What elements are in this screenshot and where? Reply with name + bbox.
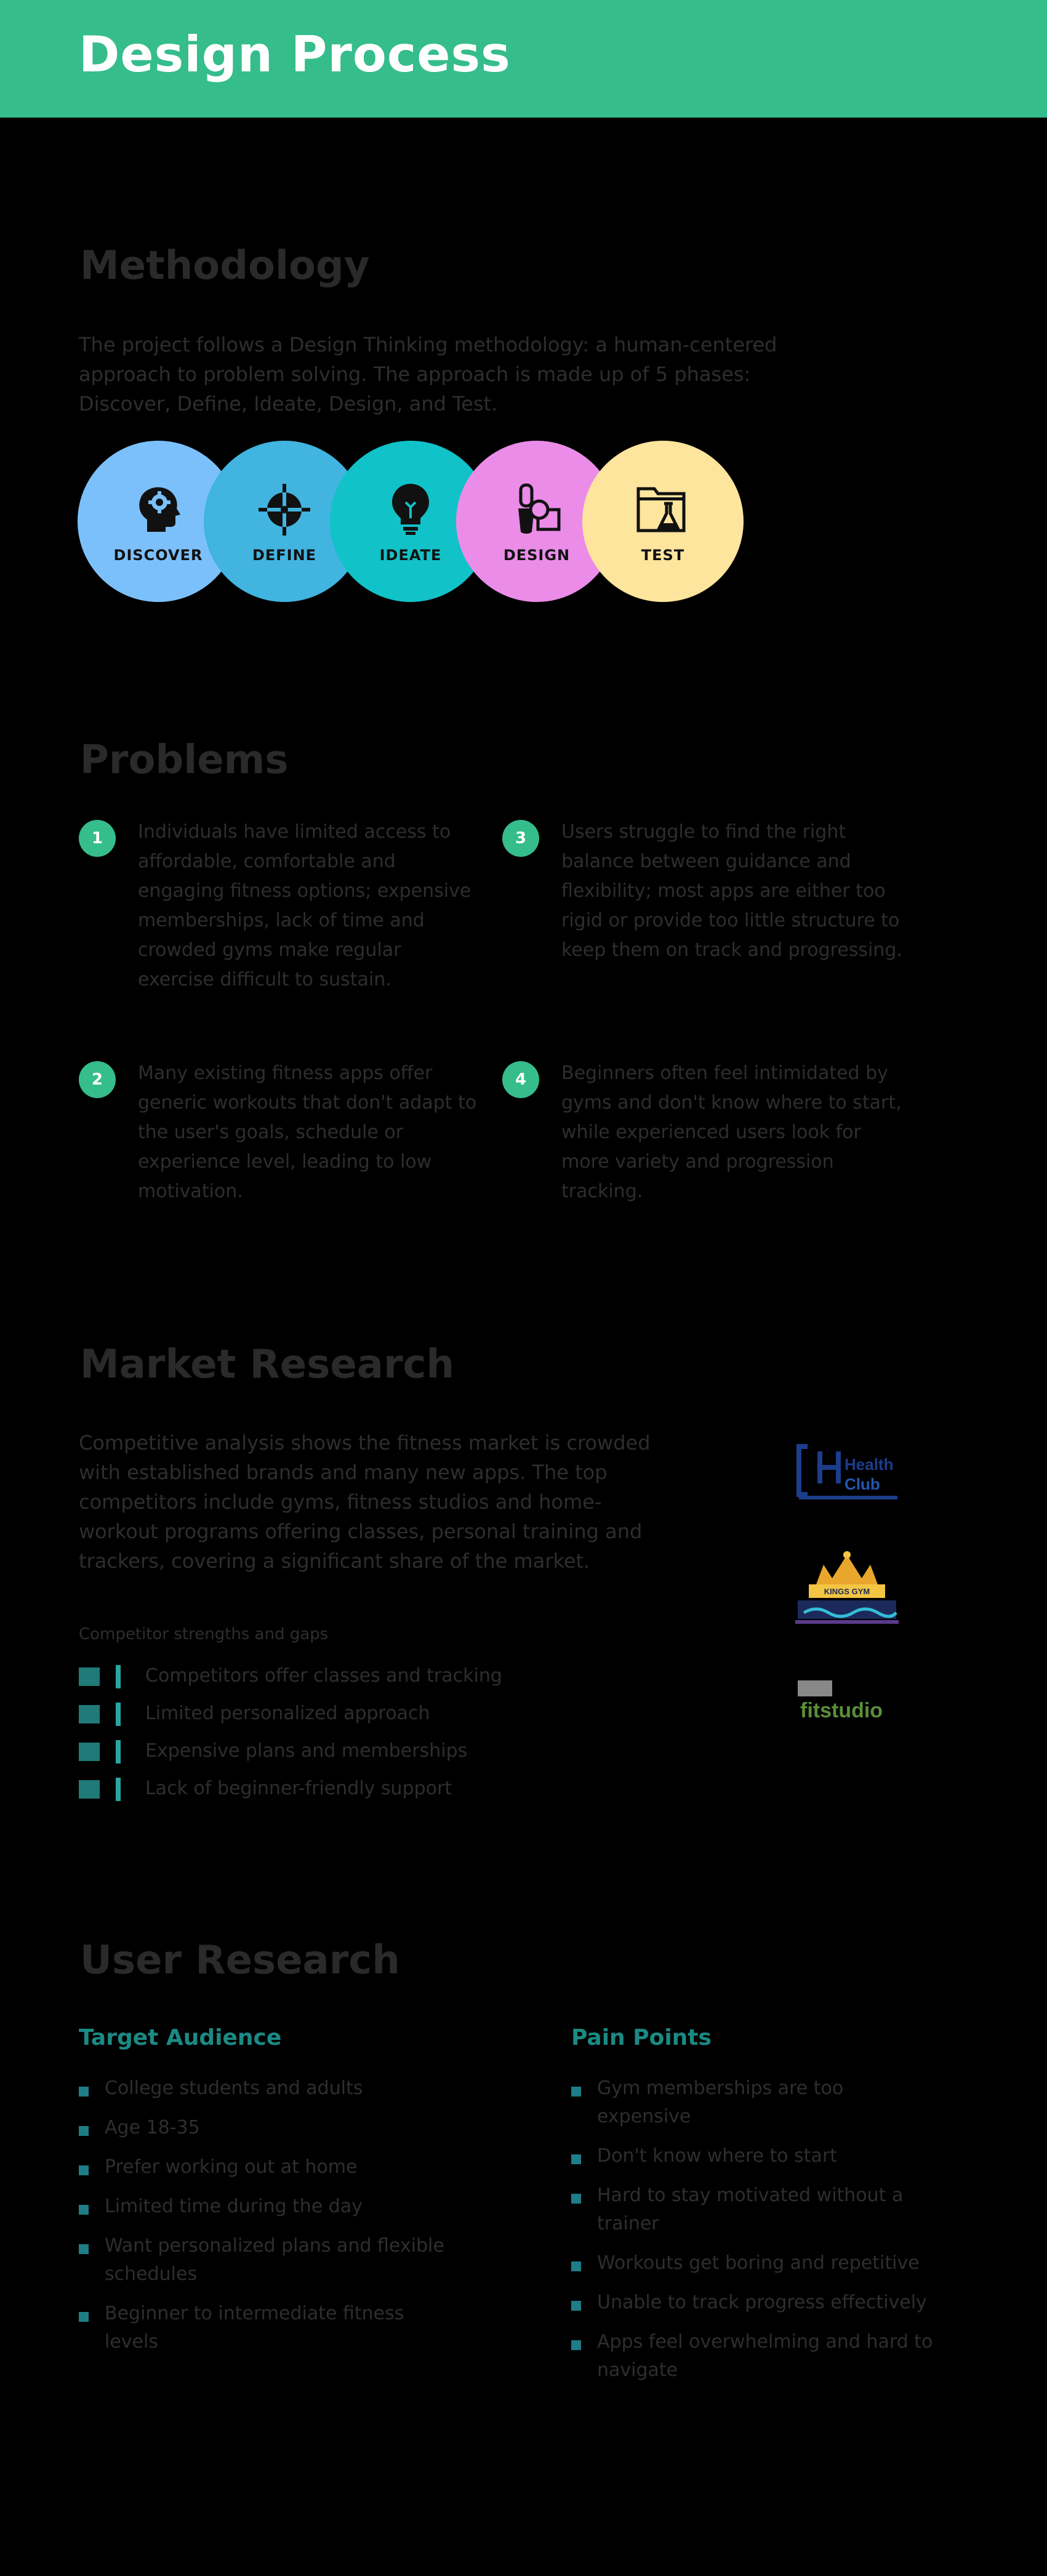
user-research-title: User Research: [80, 1938, 400, 1983]
phase-test: TEST: [582, 441, 744, 602]
svg-text:Health: Health: [844, 1455, 893, 1474]
problem-number: 4: [502, 1061, 539, 1098]
bullet-mark: [79, 2087, 89, 2097]
bullet-mark: [79, 1667, 100, 1686]
bullet-mark: [79, 2165, 89, 2175]
list-item: Apps feel overwhelming and hard to navig…: [571, 2328, 941, 2385]
phase-label: DEFINE: [252, 547, 317, 564]
list-item-text: Want personalized plans and flexible sch…: [105, 2235, 444, 2285]
lightbulb-icon: [392, 484, 429, 535]
health-club-logo: Health Club: [796, 1444, 897, 1499]
list-item-text: Expensive plans and memberships: [145, 1740, 468, 1762]
list-item: Competitors offer classes and tracking: [79, 1662, 633, 1699]
bullet-mark: [79, 2312, 89, 2322]
bullet-bar: [116, 1777, 121, 1801]
list-item: Lack of beginner-friendly support: [79, 1775, 633, 1812]
svg-text:fitstudio: fitstudio: [800, 1699, 883, 1722]
bullet-bar: [116, 1702, 121, 1726]
list-item-text: Limited personalized approach: [145, 1703, 430, 1724]
bullet-mark: [79, 2126, 89, 2136]
bullet-mark: [79, 2244, 89, 2254]
target-audience-list: College students and adults Age 18-35 Pr…: [79, 2074, 460, 2356]
bullet-mark: [571, 2194, 581, 2204]
bullet-bar: [116, 1664, 121, 1688]
bullet-mark: [571, 2340, 581, 2350]
list-item: Limited time during the day: [79, 2193, 460, 2221]
list-item-text: Age 18-35: [105, 2117, 200, 2138]
crosshair-icon: [259, 484, 310, 536]
methodology-title: Methodology: [80, 243, 370, 289]
market-list: Competitors offer classes and tracking L…: [79, 1662, 633, 1812]
bullet-mark: [79, 2205, 89, 2215]
list-item: Want personalized plans and flexible sch…: [79, 2232, 460, 2289]
bullet-mark: [79, 1780, 100, 1799]
market-title: Market Research: [80, 1342, 454, 1387]
fit-studio-logo: fitstudio: [798, 1680, 883, 1722]
problem-text: Beginners often feel intimidated by gyms…: [561, 1062, 902, 1202]
market-text: Competitive analysis shows the fitness m…: [79, 1431, 651, 1573]
pain-points-list: Gym memberships are too expensive Don't …: [571, 2074, 941, 2385]
list-item-text: Don't know where to start: [597, 2145, 838, 2167]
svg-text:Club: Club: [844, 1475, 880, 1493]
list-item-text: Gym memberships are too expensive: [597, 2077, 844, 2127]
list-item-text: Apps feel overwhelming and hard to navig…: [597, 2331, 933, 2381]
list-item: Expensive plans and memberships: [79, 1737, 633, 1775]
list-item: Don't know where to start: [571, 2142, 941, 2170]
list-item-text: Beginner to intermediate fitness levels: [105, 2303, 404, 2353]
methodology-text: The project follows a Design Thinking me…: [79, 333, 777, 415]
problem-number: 3: [502, 820, 539, 857]
bullet-mark: [571, 2301, 581, 2311]
problem-number: 2: [79, 1061, 116, 1098]
list-item-text: College students and adults: [105, 2077, 363, 2099]
svg-text:KINGS GYM: KINGS GYM: [824, 1587, 870, 1596]
page-title: Design Process: [79, 26, 511, 83]
bullet-bar: [116, 1739, 121, 1763]
pain-points-title: Pain Points: [571, 2025, 712, 2050]
list-item: Gym memberships are too expensive: [571, 2074, 941, 2131]
problem-text: Users struggle to find the right balance…: [561, 821, 902, 961]
bullet-mark: [79, 1742, 100, 1761]
bullet-mark: [571, 2154, 581, 2164]
bullet-mark: [571, 2087, 581, 2097]
bullet-mark: [571, 2261, 581, 2271]
list-item-text: Unable to track progress effectively: [597, 2292, 927, 2313]
list-item-text: Competitors offer classes and tracking: [145, 1665, 502, 1687]
list-item: Prefer working out at home: [79, 2153, 460, 2181]
bullet-mark: [79, 1704, 100, 1723]
list-item: Age 18-35: [79, 2114, 460, 2142]
phase-label: TEST: [641, 547, 685, 564]
list-item: Hard to stay motivated without a trainer: [571, 2181, 941, 2238]
methodology-phases: DISCOVER DEFINE IDEATE DESIGN: [78, 441, 755, 607]
phase-label: DESIGN: [503, 547, 571, 564]
crown-gym-logo: KINGS GYM: [795, 1551, 899, 1624]
list-item: Unable to track progress effectively: [571, 2289, 941, 2317]
list-item: College students and adults: [79, 2074, 460, 2103]
problems-title: Problems: [80, 737, 289, 783]
phase-design: DESIGN: [456, 441, 617, 602]
market-subtitle: Competitor strengths and gaps: [79, 1625, 329, 1643]
list-item-text: Limited time during the day: [105, 2196, 363, 2217]
list-item-text: Hard to stay motivated without a trainer: [597, 2185, 904, 2234]
head-gear-icon: [139, 487, 180, 532]
phase-label: IDEATE: [379, 547, 442, 564]
list-item-text: Lack of beginner-friendly support: [145, 1778, 452, 1799]
list-item-text: Workouts get boring and repetitive: [597, 2252, 920, 2274]
list-item: Limited personalized approach: [79, 1699, 633, 1737]
target-audience-title: Target Audience: [79, 2025, 282, 2050]
phase-label: DISCOVER: [113, 547, 203, 564]
problem-text: Individuals have limited access to affor…: [138, 821, 471, 990]
folder-flask-icon: [636, 487, 686, 532]
list-item: Workouts get boring and repetitive: [571, 2249, 941, 2277]
problem-number: 1: [79, 820, 116, 857]
page-header: Design Process: [0, 0, 1047, 118]
list-item: Beginner to intermediate fitness levels: [79, 2300, 460, 2356]
list-item-text: Prefer working out at home: [105, 2156, 358, 2178]
problem-text: Many existing fitness apps offer generic…: [138, 1062, 477, 1202]
brush-shapes-icon: [518, 483, 561, 534]
